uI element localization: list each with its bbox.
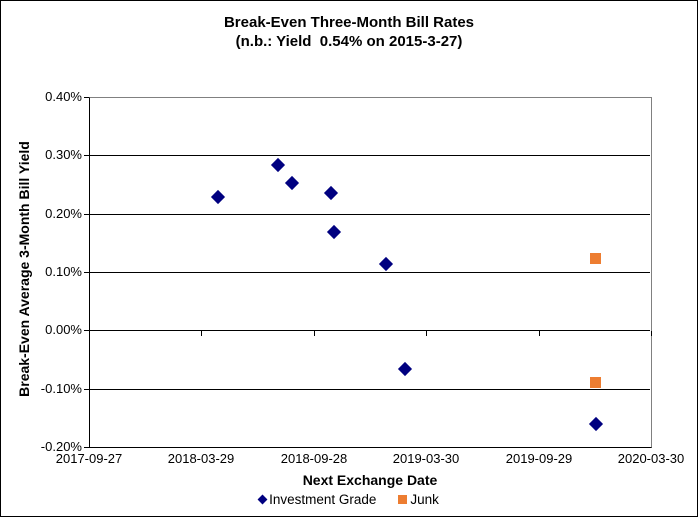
square-marker-icon	[398, 495, 408, 504]
gridline	[90, 330, 650, 331]
legend-item-investment-grade: Investment Grade	[257, 492, 377, 507]
chart-subtitle: (n.b.: Yield 0.54% on 2015-3-27)	[235, 33, 463, 50]
x-axis-tick	[426, 331, 427, 336]
x-axis-tick	[651, 331, 652, 336]
diamond-marker-icon	[257, 494, 268, 505]
y-tick-label: -0.10%	[40, 381, 82, 396]
legend-item-junk: Junk	[398, 492, 439, 507]
x-tick-label: 2019-09-29	[505, 451, 573, 466]
data-point-junk	[590, 253, 602, 265]
x-tick-label: 2017-09-27	[55, 451, 123, 466]
x-axis-title: Next Exchange Date	[302, 472, 438, 488]
gridline	[90, 214, 650, 215]
y-axis-tick	[84, 155, 89, 156]
y-axis-tick	[84, 330, 89, 331]
y-tick-label: 0.20%	[45, 206, 82, 221]
y-tick-label: -0.20%	[40, 439, 82, 454]
x-axis-tick	[201, 331, 202, 336]
x-axis-tick	[89, 331, 90, 336]
y-axis-tick	[84, 214, 89, 215]
gridline	[90, 389, 650, 390]
x-axis-tick	[314, 331, 315, 336]
legend-label-junk: Junk	[410, 492, 439, 507]
gridline	[90, 155, 650, 156]
x-tick-label: 2020-03-30	[617, 451, 685, 466]
chart-title: Break-Even Three-Month Bill Rates	[223, 14, 475, 31]
x-tick-label: 2018-03-29	[167, 451, 235, 466]
x-tick-label: 2019-03-30	[392, 451, 460, 466]
y-tick-label: 0.10%	[45, 264, 82, 279]
x-tick-label: 2018-09-28	[280, 451, 348, 466]
y-tick-label: 0.00%	[45, 322, 82, 337]
y-axis-tick	[84, 272, 89, 273]
gridline	[90, 272, 650, 273]
x-axis-tick	[539, 331, 540, 336]
legend-label-investment-grade: Investment Grade	[269, 492, 377, 507]
y-tick-label: 0.30%	[45, 147, 82, 162]
y-axis-tick	[84, 389, 89, 390]
y-axis-tick	[84, 97, 89, 98]
y-axis-tick	[84, 447, 89, 448]
legend: Investment Grade Junk	[1, 492, 697, 507]
data-point-junk	[590, 376, 602, 388]
y-tick-label: 0.40%	[45, 89, 82, 104]
